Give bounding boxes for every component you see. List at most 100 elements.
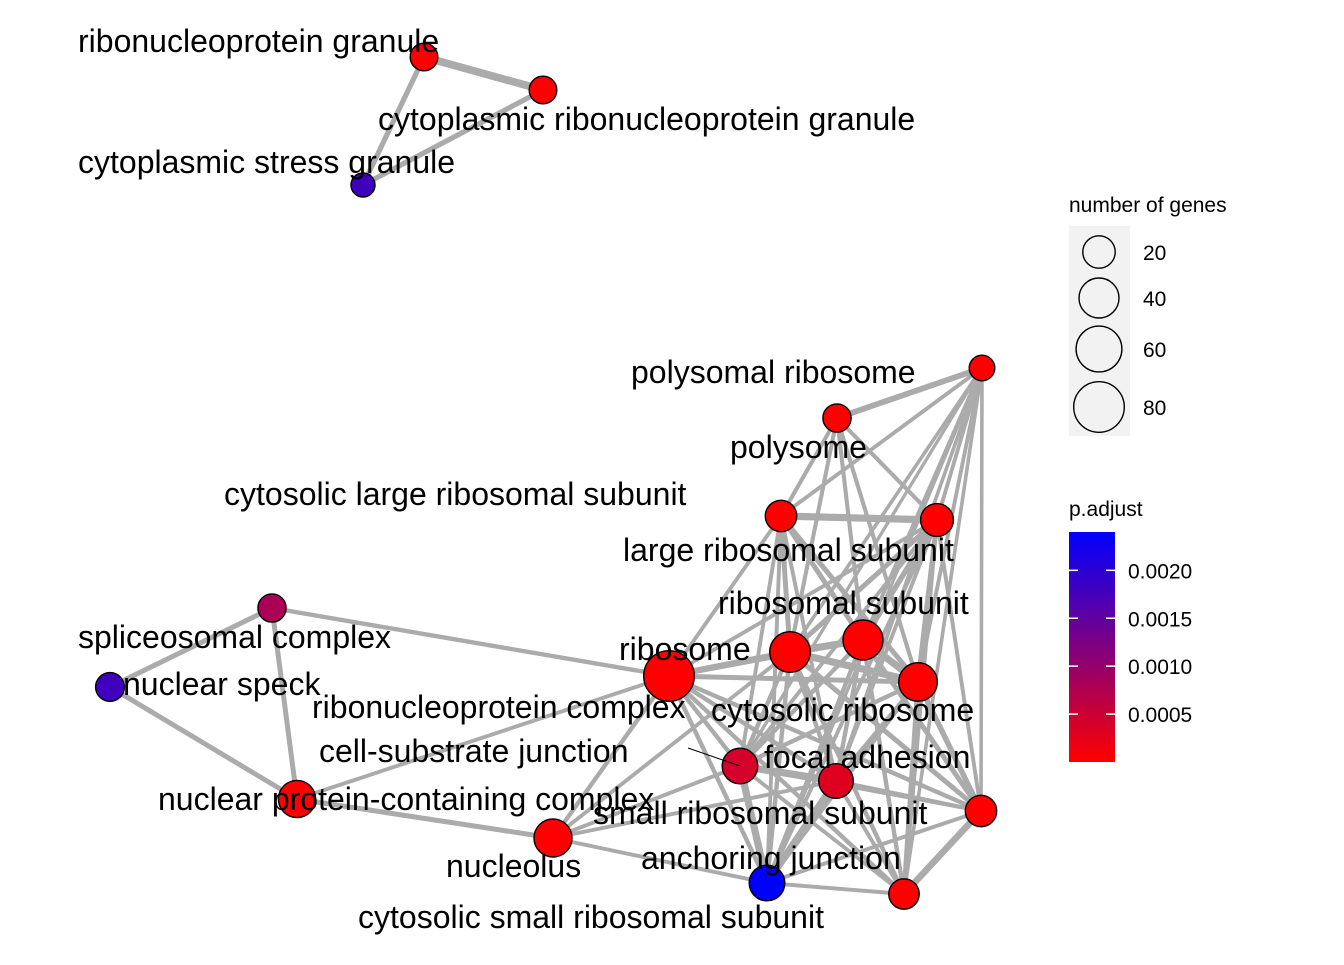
edge-spl-npcc bbox=[269, 605, 300, 802]
edge-lrs-ribosome bbox=[787, 517, 940, 655]
edge-ribosome-fa bbox=[787, 649, 839, 784]
color-legend-label-0.0010: 0.0010 bbox=[1128, 656, 1192, 679]
edge-ribosome-aj bbox=[764, 649, 793, 886]
size-legend-label-60: 60 bbox=[1143, 339, 1166, 362]
edge-srs-aj bbox=[765, 809, 983, 885]
edge-rnpc-npcc bbox=[295, 674, 671, 801]
edge-polyrib-ribosome bbox=[788, 366, 984, 654]
edge-fa-aj bbox=[763, 777, 840, 887]
edge-nucleolus-fa bbox=[551, 779, 838, 840]
node-label-ribosome: ribosome bbox=[619, 631, 751, 667]
edge-cr-csj bbox=[737, 679, 921, 769]
node-ribosome bbox=[769, 631, 812, 674]
edge-fa-srs bbox=[834, 779, 983, 813]
node-aj bbox=[748, 864, 786, 902]
node-crg bbox=[528, 75, 558, 105]
edge-polyrib-cssrs bbox=[902, 366, 984, 896]
size-legend-title: number of genes bbox=[1069, 194, 1227, 217]
node-label-csj: cell-substrate junction bbox=[319, 733, 628, 769]
node-nucleolus bbox=[533, 818, 573, 858]
node-label-polyrib: polysomal ribosome bbox=[631, 354, 916, 390]
node-label-nucleolus: nucleolus bbox=[446, 848, 581, 884]
edge-ns-npcc bbox=[107, 684, 300, 802]
size-legend-circle-40 bbox=[1078, 277, 1120, 319]
node-spl bbox=[257, 593, 287, 623]
edge-rg-csg bbox=[360, 54, 427, 188]
edge-rnpc-cssrs bbox=[666, 673, 907, 897]
size-legend-label-80: 80 bbox=[1143, 397, 1166, 420]
edge-srs-cssrs bbox=[900, 807, 985, 898]
node-label-srs: small ribosomal subunit bbox=[593, 795, 927, 831]
edge-polyrib-polysome bbox=[834, 365, 985, 421]
node-rs bbox=[842, 619, 884, 661]
color-legend-label-0.0005: 0.0005 bbox=[1128, 704, 1192, 727]
size-legend-circle-80 bbox=[1072, 381, 1125, 434]
color-legend-title: p.adjust bbox=[1069, 498, 1143, 521]
edge-rnpc-fa bbox=[666, 673, 839, 784]
size-legend-label-20: 20 bbox=[1143, 242, 1166, 265]
edge-polysome-rs bbox=[834, 415, 866, 643]
edge-polysome-cr bbox=[834, 415, 921, 685]
node-label-ns: nuclear speck bbox=[123, 666, 321, 702]
edge-lrs-fa bbox=[834, 518, 939, 783]
edge-cr-cssrs bbox=[901, 679, 921, 897]
edge-polysome-lrs bbox=[834, 415, 940, 523]
size-legend-circle-60 bbox=[1075, 325, 1123, 373]
size-legend: 20 40 60 80 bbox=[1072, 235, 1166, 434]
edge-lrs-rnpc bbox=[667, 518, 939, 678]
node-label-lrs: large ribosomal subunit bbox=[623, 532, 954, 568]
color-bar bbox=[1069, 532, 1115, 762]
edge-csj-nucleolus bbox=[551, 764, 742, 840]
edge-clrs-ribosome bbox=[778, 513, 793, 655]
edge-clrs-rs bbox=[778, 513, 866, 643]
size-legend-circle-20 bbox=[1082, 235, 1116, 269]
node-polyrib bbox=[968, 354, 996, 382]
edge-cr-rnpc bbox=[666, 673, 921, 685]
node-srs bbox=[964, 794, 998, 828]
node-npcc bbox=[277, 779, 317, 819]
labels-layer: ribonucleoprotein granule cytoplasmic rib… bbox=[78, 23, 974, 935]
node-label-clrs: cytosolic large ribosomal subunit bbox=[224, 476, 687, 512]
size-legend-label-40: 40 bbox=[1143, 288, 1166, 311]
node-label-fa: focal adhesion bbox=[764, 739, 970, 775]
edge-npcc-nucleolus bbox=[294, 796, 556, 841]
edge-csj-aj bbox=[736, 762, 771, 887]
edge-csj-cssrs bbox=[738, 764, 906, 896]
edge-fa-cssrs bbox=[834, 779, 906, 896]
edge-polysome-clrs bbox=[778, 415, 840, 519]
edge-lrs-rs bbox=[860, 517, 940, 643]
edge-aj-cssrs bbox=[765, 881, 906, 896]
node-label-cr: cytosolic ribosome bbox=[711, 692, 974, 728]
edge-clrs-rnpc bbox=[667, 514, 783, 678]
node-fa bbox=[818, 763, 855, 800]
legend: number of genes 20 40 60 80 p.adjust 0.0020… bbox=[1069, 194, 1227, 762]
node-rnpc bbox=[643, 650, 696, 703]
node-label-rg: ribonucleoprotein granule bbox=[78, 23, 439, 59]
edge-clrs-lrs bbox=[777, 512, 941, 524]
node-cssrs bbox=[888, 878, 920, 910]
color-legend-label-0.0020: 0.0020 bbox=[1128, 560, 1192, 583]
edge-aj-nucleolus bbox=[551, 836, 769, 885]
node-label-rs: ribosomal subunit bbox=[718, 585, 969, 621]
edge-polyrib-csj bbox=[738, 366, 984, 768]
edge-spl-ns bbox=[107, 605, 275, 690]
edge-polyrib-clrs bbox=[779, 366, 984, 518]
node-label-polysome: polysome bbox=[730, 429, 867, 465]
edge-polysome-ribosome bbox=[787, 415, 840, 655]
edge-rnpc-nucleolus bbox=[550, 673, 672, 841]
node-label-cssrs: cytosolic small ribosomal subunit bbox=[358, 899, 824, 935]
node-label-csg: cytoplasmic stress granule bbox=[78, 144, 455, 180]
node-polysome bbox=[822, 403, 852, 433]
edge-lrs-srs bbox=[935, 518, 983, 813]
nodes-layer bbox=[94, 42, 998, 910]
edge-polyrib-srs bbox=[979, 366, 984, 813]
label-leader-csj bbox=[687, 747, 741, 767]
node-label-rnpc: ribonucleoprotein complex bbox=[312, 689, 686, 725]
node-rg bbox=[409, 42, 439, 72]
edge-rnpc-aj bbox=[666, 673, 770, 886]
node-lrs bbox=[919, 502, 955, 538]
edge-cr-srs bbox=[915, 679, 984, 814]
edge-crg-csg bbox=[360, 87, 546, 188]
node-cr bbox=[898, 662, 939, 703]
